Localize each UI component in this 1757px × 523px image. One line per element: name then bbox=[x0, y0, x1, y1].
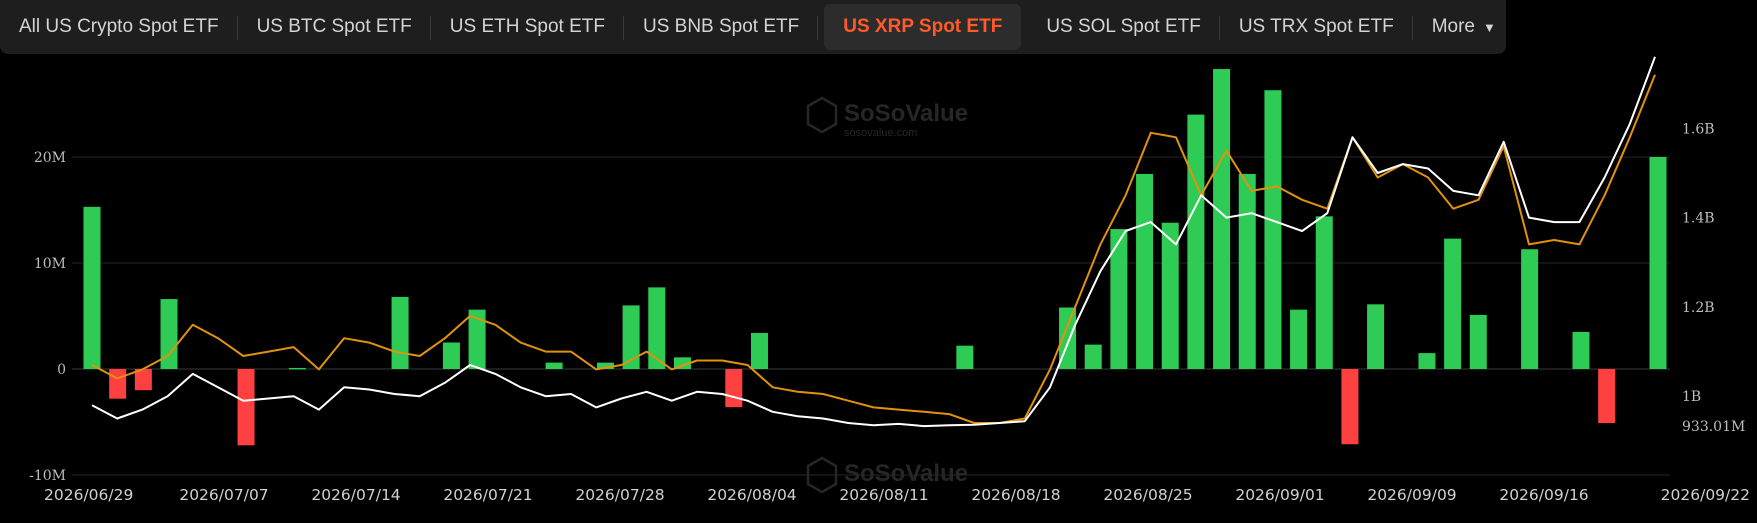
inflow-bar[interactable] bbox=[1264, 90, 1282, 369]
outflow-bar[interactable] bbox=[109, 369, 127, 399]
watermark-logo-icon bbox=[806, 96, 838, 134]
right-axis-tick: 1.4B bbox=[1682, 211, 1715, 227]
x-axis-tick: 2026/07/07 bbox=[179, 486, 268, 504]
inflow-bar[interactable] bbox=[648, 287, 666, 369]
x-axis-tick: 2026/08/11 bbox=[839, 486, 928, 504]
watermark-sub: sosovalue.com bbox=[844, 127, 917, 139]
x-axis-tick: 2026/09/01 bbox=[1235, 486, 1324, 504]
inflow-bar[interactable] bbox=[1649, 157, 1667, 369]
inflow-bar[interactable] bbox=[1110, 229, 1128, 369]
outflow-bar[interactable] bbox=[1341, 369, 1359, 445]
x-axis-tick: 2026/07/21 bbox=[443, 486, 532, 504]
inflow-bar[interactable] bbox=[1469, 314, 1487, 369]
left-axis-tick: 20M bbox=[34, 150, 66, 166]
more-label: More bbox=[1431, 16, 1475, 37]
inflow-bar[interactable] bbox=[1367, 304, 1385, 369]
inflow-bar[interactable] bbox=[1315, 216, 1333, 369]
tab-all-us-crypto-spot-etf[interactable]: All US Crypto Spot ETF bbox=[0, 4, 238, 50]
inflow-bar[interactable] bbox=[288, 367, 306, 370]
inflow-bar[interactable] bbox=[750, 332, 768, 369]
white-series-line[interactable] bbox=[91, 56, 1656, 428]
inflow-bar[interactable] bbox=[1444, 238, 1462, 369]
x-axis-tick: 2026/06/29 bbox=[44, 486, 133, 504]
tab-us-trx-spot-etf[interactable]: US TRX Spot ETF bbox=[1220, 4, 1413, 50]
inflow-bar[interactable] bbox=[442, 342, 460, 370]
right-axis-tick: 1.6B bbox=[1682, 121, 1715, 137]
inflow-bar[interactable] bbox=[956, 345, 974, 369]
x-axis-tick: 2026/08/25 bbox=[1103, 486, 1192, 504]
left-axis-tick: -10M bbox=[29, 468, 66, 484]
inflow-bar[interactable] bbox=[160, 299, 178, 369]
inflow-bar[interactable] bbox=[596, 362, 614, 369]
tab-us-sol-spot-etf[interactable]: US SOL Spot ETF bbox=[1027, 4, 1220, 50]
x-axis-tick: 2026/09/09 bbox=[1367, 486, 1456, 504]
orange-series-line[interactable] bbox=[91, 74, 1656, 424]
inflow-bar[interactable] bbox=[1187, 114, 1205, 369]
inflow-bar[interactable] bbox=[1136, 173, 1154, 369]
inflow-bar[interactable] bbox=[1418, 353, 1436, 369]
right-axis-tick: 1B bbox=[1682, 389, 1701, 405]
inflow-bar[interactable] bbox=[1238, 173, 1256, 369]
outflow-bar[interactable] bbox=[134, 369, 152, 391]
etf-tab-bar: All US Crypto Spot ETF US BTC Spot ETF US … bbox=[0, 0, 1506, 54]
etf-flow-chart: SoSoValue sosovalue.com SoSoValue -10M 0 1… bbox=[29, 56, 1750, 504]
inflow-bar[interactable] bbox=[1290, 309, 1308, 369]
left-axis-tick: 0 bbox=[57, 362, 66, 378]
inflow-bar[interactable] bbox=[1084, 344, 1102, 369]
inflow-bar[interactable] bbox=[391, 296, 409, 369]
watermark: SoSoValue sosovalue.com SoSoValue bbox=[806, 96, 968, 494]
right-axis-tick: 933.01M bbox=[1682, 419, 1745, 435]
inflow-bar[interactable] bbox=[468, 309, 486, 369]
x-axis-tick: 2026/08/04 bbox=[707, 486, 796, 504]
inflow-bar[interactable] bbox=[622, 305, 640, 369]
x-axis-tick: 2026/09/22 bbox=[1661, 486, 1750, 504]
watermark-brand: SoSoValue bbox=[844, 100, 968, 127]
outflow-bar[interactable] bbox=[1598, 369, 1616, 424]
left-axis-tick: 10M bbox=[34, 256, 66, 272]
tab-us-xrp-spot-etf[interactable]: US XRP Spot ETF bbox=[824, 4, 1022, 50]
outflow-bar[interactable] bbox=[725, 369, 743, 408]
outflow-bar[interactable] bbox=[237, 369, 255, 446]
tab-us-btc-spot-etf[interactable]: US BTC Spot ETF bbox=[238, 4, 431, 50]
tab-us-bnb-spot-etf[interactable]: US BNB Spot ETF bbox=[624, 4, 819, 50]
x-axis-tick: 2026/07/14 bbox=[311, 486, 400, 504]
right-axis-tick: 1.2B bbox=[1682, 300, 1715, 316]
inflow-bar[interactable] bbox=[1213, 69, 1231, 370]
x-axis-tick: 2026/08/18 bbox=[971, 486, 1060, 504]
x-axis-tick: 2026/09/16 bbox=[1499, 486, 1588, 504]
more-tab[interactable]: More ▼ bbox=[1413, 4, 1515, 50]
inflow-bar[interactable] bbox=[83, 206, 101, 369]
inflow-bar[interactable] bbox=[545, 362, 563, 369]
inflow-bar[interactable] bbox=[1521, 249, 1539, 369]
inflow-bar[interactable] bbox=[1161, 222, 1179, 369]
inflow-bar[interactable] bbox=[1572, 331, 1590, 369]
chevron-down-icon: ▼ bbox=[1482, 19, 1496, 35]
inflow-bar[interactable] bbox=[673, 357, 691, 369]
watermark-logo-icon-2 bbox=[806, 456, 838, 494]
tab-us-eth-spot-etf[interactable]: US ETH Spot ETF bbox=[431, 4, 625, 50]
x-axis-tick: 2026/07/28 bbox=[575, 486, 664, 504]
watermark-brand-2: SoSoValue bbox=[844, 460, 968, 487]
